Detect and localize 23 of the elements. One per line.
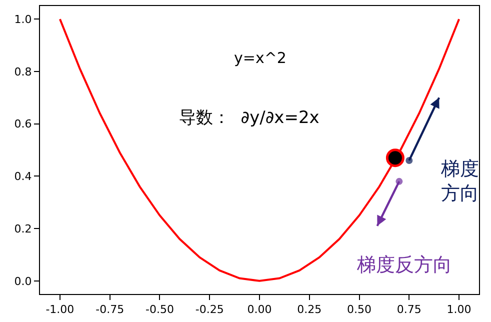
annotation: 导数： ∂y/∂x=2x: [179, 108, 320, 128]
annotation: 梯度方向: [440, 158, 479, 205]
y-tick-label: 0.8: [14, 65, 32, 78]
y-tick-label: 0.2: [14, 222, 32, 236]
y-tick-label: 0.4: [14, 170, 32, 184]
y-tick-label: 1.0: [14, 12, 32, 26]
x-tick-label: -1.00: [46, 303, 74, 316]
x-tick-label: -0.25: [195, 303, 224, 316]
point: [394, 176, 404, 186]
annotation: 梯度反方向: [356, 254, 452, 276]
x-tick-label: -0.50: [145, 303, 174, 316]
annotation: y=x^2: [234, 49, 286, 67]
x-tick-label: 0.00: [247, 303, 272, 316]
point: [386, 148, 404, 168]
x-tick-label: 1.00: [446, 303, 472, 316]
point: [404, 156, 414, 165]
x-tick-label: -0.75: [96, 303, 124, 316]
x-tick-label: 0.50: [347, 303, 372, 316]
x-tick-label: 0.25: [297, 303, 322, 316]
y-tick-label: 0.0: [14, 274, 32, 288]
x-tick-label: 0.75: [396, 303, 422, 316]
line-series: [58, 18, 460, 282]
y-tick-label: 0.6: [14, 118, 32, 131]
